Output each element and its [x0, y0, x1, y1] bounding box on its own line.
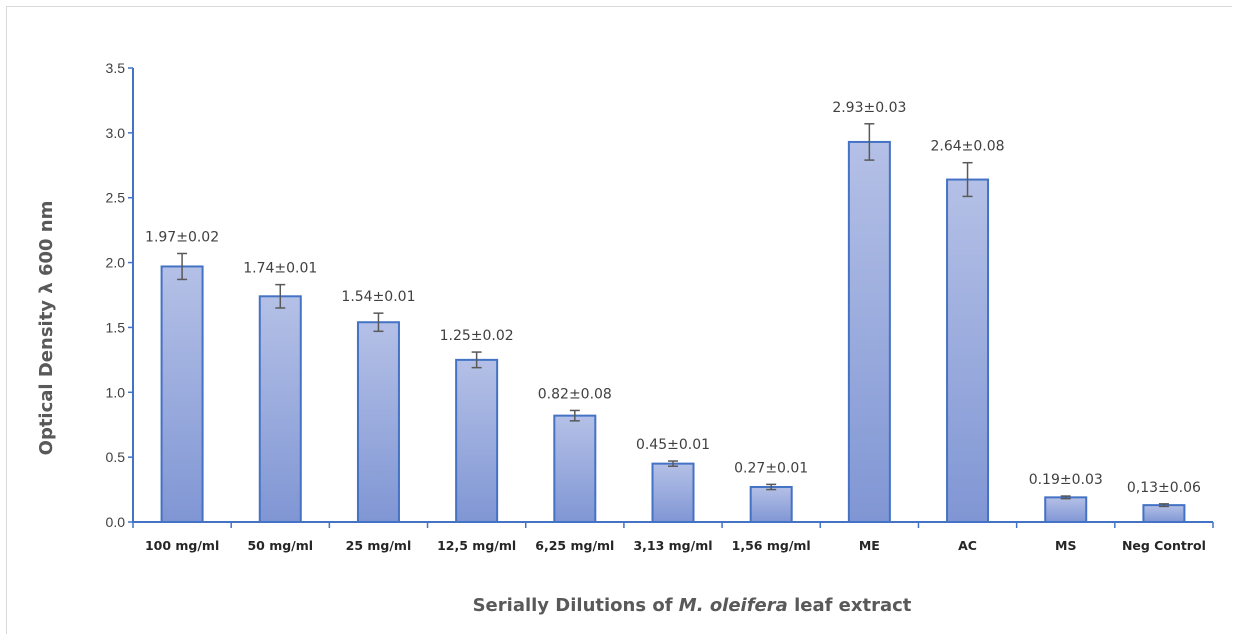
y-tick-label: 2.0: [106, 255, 126, 271]
bar: [160, 265, 204, 523]
y-tick-label: 0.5: [106, 449, 126, 465]
x-tick-label: 12,5 mg/ml: [437, 538, 516, 553]
bar: [651, 462, 695, 523]
error-bar: [962, 161, 973, 198]
error-bar: [275, 283, 286, 309]
x-tick-label: MS: [1055, 538, 1076, 553]
data-label: 0.19±0.03: [1029, 472, 1103, 488]
x-axis-title-prefix: Serially Dilutions of: [473, 595, 679, 616]
data-label: 1.25±0.02: [440, 328, 514, 344]
y-axis-title: Optical Density λ 600 nm: [36, 201, 57, 456]
x-tick-label: ME: [859, 538, 880, 553]
y-tick-label: 1.0: [106, 384, 126, 400]
x-tick-label: Neg Control: [1122, 538, 1206, 553]
y-tick-label: 3.5: [106, 60, 126, 76]
bar: [455, 358, 499, 523]
error-bar: [471, 351, 482, 369]
bar: [946, 178, 990, 523]
data-label: 2.93±0.03: [832, 100, 906, 116]
error-bar: [1158, 503, 1169, 508]
data-label: 0,13±0.06: [1127, 480, 1201, 496]
error-bar: [1060, 495, 1071, 500]
chart-frame: [6, 6, 1232, 634]
x-tick-label: 1,56 mg/ml: [732, 538, 811, 553]
x-axis: 100 mg/ml 50 mg/ml 25 mg/ml 12,5 mg/ml 6,25 …: [132, 521, 1214, 553]
x-tick-label: 50 mg/ml: [247, 538, 313, 553]
x-tick-label: AC: [958, 538, 977, 553]
bar: [749, 485, 793, 523]
bar: [1142, 504, 1186, 524]
data-label: 2.64±0.08: [931, 139, 1005, 155]
error-bar: [177, 252, 188, 281]
data-label: 0.82±0.08: [538, 386, 612, 402]
error-bar: [766, 483, 777, 491]
x-tick-label: 25 mg/ml: [346, 538, 412, 553]
x-tick-label: 100 mg/ml: [145, 538, 219, 553]
y-tick-label: 1.5: [106, 319, 126, 335]
y-tick-label: 3.0: [106, 125, 126, 141]
data-label: 1.97±0.02: [145, 229, 219, 245]
x-axis-title: Serially Dilutions of M. oleifera leaf e…: [473, 595, 912, 616]
bar: [258, 295, 302, 523]
bar: [1044, 496, 1088, 523]
x-tick-label: 6,25 mg/ml: [535, 538, 614, 553]
data-label: 1.74±0.01: [243, 261, 317, 277]
bar: [553, 414, 597, 523]
x-tick-label: 3,13 mg/ml: [633, 538, 712, 553]
y-tick-label: 2.5: [106, 190, 126, 206]
data-label: 1.54±0.01: [341, 289, 415, 305]
x-axis-title-italic: M. oleifera: [679, 595, 788, 616]
y-tick-label: 0.0: [106, 514, 126, 530]
y-axis: 0.0 0.5 1.0 1.5 2.0 2.5 3.0 3.5: [106, 60, 134, 530]
error-bar: [864, 123, 875, 161]
data-labels: 1.97±0.02 1.74±0.01 1.54±0.01 1.25±0.02 0.82…: [145, 100, 1201, 496]
error-bar: [373, 312, 384, 333]
error-bar: [569, 409, 580, 422]
data-label: 0.27±0.01: [734, 460, 808, 476]
error-bar: [668, 460, 678, 467]
bar: [847, 140, 891, 524]
data-label: 0.45±0.01: [636, 437, 710, 453]
bars: [160, 140, 1186, 524]
error-bars: [177, 123, 1169, 508]
bar: [356, 321, 400, 523]
x-axis-title-suffix: leaf extract: [788, 595, 912, 616]
